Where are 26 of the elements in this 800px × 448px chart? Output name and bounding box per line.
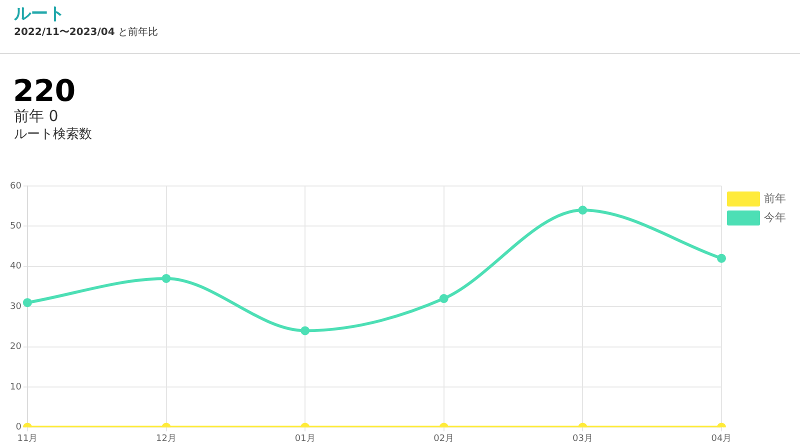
- y-tick-label: 60: [10, 181, 22, 192]
- x-tick-label: 03月: [572, 434, 593, 444]
- point: [717, 254, 726, 263]
- y-tick-label: 10: [10, 382, 22, 392]
- x-tick-label: 01月: [294, 434, 316, 444]
- text: ルート検索数: [14, 126, 92, 143]
- x-tick-label: 04月: [711, 434, 732, 444]
- point: [578, 206, 588, 215]
- text: 220: [13, 74, 76, 109]
- chart-title: ルート: [14, 3, 65, 25]
- y-tick-label: 50: [10, 222, 22, 232]
- y-tick-label: 40: [10, 262, 22, 272]
- x-tick-label: 12月: [156, 434, 176, 444]
- legend-label: 今年: [764, 210, 786, 224]
- chart-subtitle: 2022/11〜2023/04 と前年比: [14, 27, 158, 38]
- x-tick-label: 02月: [434, 434, 454, 444]
- x-tick-label: 11月: [17, 434, 38, 444]
- y-tick-label: 0: [16, 422, 22, 433]
- y-tick-label: 20: [10, 342, 22, 352]
- point: [162, 274, 171, 283]
- legend-label: 前年: [764, 192, 786, 205]
- point: [300, 326, 310, 336]
- point: [439, 294, 448, 304]
- y-tick-label: 30: [10, 302, 22, 312]
- point: [22, 298, 32, 308]
- text: 前年 0: [14, 107, 58, 126]
